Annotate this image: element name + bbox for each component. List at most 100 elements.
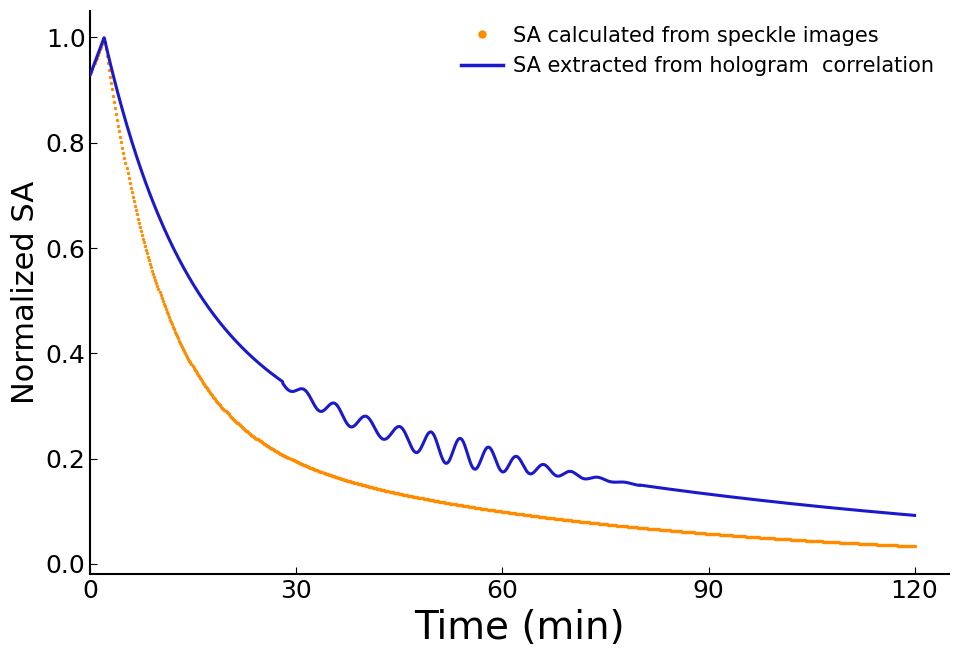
SA calculated from speckle images	[874, 540, 889, 550]
SA calculated from speckle images	[777, 534, 792, 544]
SA calculated from speckle images	[135, 234, 151, 244]
SA calculated from speckle images	[229, 417, 245, 428]
SA calculated from speckle images	[336, 474, 351, 485]
SA calculated from speckle images	[784, 534, 800, 545]
SA calculated from speckle images	[266, 445, 281, 455]
SA calculated from speckle images	[745, 532, 760, 542]
SA calculated from speckle images	[721, 530, 736, 540]
SA calculated from speckle images	[588, 518, 603, 528]
SA calculated from speckle images	[901, 541, 917, 551]
SA calculated from speckle images	[110, 120, 126, 131]
SA calculated from speckle images	[84, 66, 99, 77]
SA calculated from speckle images	[408, 492, 423, 502]
SA calculated from speckle images	[868, 539, 883, 549]
SA calculated from speckle images	[788, 534, 804, 545]
SA calculated from speckle images	[172, 336, 187, 346]
SA calculated from speckle images	[879, 540, 895, 550]
SA extracted from hologram  correlation	[885, 509, 897, 517]
SA calculated from speckle images	[789, 535, 804, 545]
SA calculated from speckle images	[754, 532, 769, 543]
SA calculated from speckle images	[95, 36, 110, 46]
SA calculated from speckle images	[726, 530, 741, 541]
SA calculated from speckle images	[778, 534, 793, 544]
SA calculated from speckle images	[275, 449, 290, 460]
SA calculated from speckle images	[424, 495, 440, 505]
SA calculated from speckle images	[100, 58, 115, 68]
SA calculated from speckle images	[555, 515, 570, 525]
SA calculated from speckle images	[682, 527, 697, 538]
SA calculated from speckle images	[642, 523, 658, 534]
SA calculated from speckle images	[830, 537, 846, 547]
SA calculated from speckle images	[287, 455, 302, 466]
SA calculated from speckle images	[685, 527, 701, 538]
SA calculated from speckle images	[667, 526, 683, 536]
SA calculated from speckle images	[894, 540, 909, 551]
SA calculated from speckle images	[276, 450, 291, 461]
SA calculated from speckle images	[698, 528, 713, 539]
SA calculated from speckle images	[491, 506, 506, 517]
SA calculated from speckle images	[578, 517, 593, 527]
SA calculated from speckle images	[293, 459, 308, 469]
SA calculated from speckle images	[390, 488, 405, 499]
SA calculated from speckle images	[305, 464, 321, 474]
SA calculated from speckle images	[180, 351, 195, 362]
SA calculated from speckle images	[551, 514, 566, 524]
SA calculated from speckle images	[413, 493, 428, 503]
SA calculated from speckle images	[533, 511, 548, 522]
SA calculated from speckle images	[391, 488, 406, 499]
SA calculated from speckle images	[119, 163, 134, 174]
SA calculated from speckle images	[663, 525, 679, 536]
SA calculated from speckle images	[210, 398, 226, 409]
SA calculated from speckle images	[361, 481, 376, 492]
SA calculated from speckle images	[223, 411, 238, 422]
SA calculated from speckle images	[137, 241, 153, 251]
SA calculated from speckle images	[790, 535, 805, 545]
SA calculated from speckle images	[342, 476, 357, 486]
SA calculated from speckle images	[707, 529, 722, 540]
SA calculated from speckle images	[246, 431, 261, 442]
SA calculated from speckle images	[525, 511, 540, 521]
SA calculated from speckle images	[114, 143, 130, 153]
SA calculated from speckle images	[358, 480, 373, 491]
SA calculated from speckle images	[182, 357, 198, 368]
SA calculated from speckle images	[624, 522, 639, 532]
SA calculated from speckle images	[510, 509, 525, 519]
SA calculated from speckle images	[89, 53, 105, 63]
SA calculated from speckle images	[658, 524, 673, 535]
SA calculated from speckle images	[317, 468, 332, 478]
SA calculated from speckle images	[476, 503, 492, 514]
SA calculated from speckle images	[520, 510, 536, 520]
SA calculated from speckle images	[300, 461, 315, 472]
SA calculated from speckle images	[870, 540, 885, 550]
SA calculated from speckle images	[331, 472, 347, 483]
SA extracted from hologram  correlation	[464, 457, 475, 465]
SA calculated from speckle images	[92, 44, 108, 55]
SA calculated from speckle images	[571, 516, 587, 526]
SA calculated from speckle images	[495, 507, 511, 517]
SA extracted from hologram  correlation	[885, 509, 897, 517]
SA calculated from speckle images	[585, 518, 600, 528]
SA calculated from speckle images	[308, 465, 324, 475]
SA calculated from speckle images	[334, 474, 349, 484]
SA calculated from speckle images	[646, 524, 661, 534]
SA calculated from speckle images	[588, 518, 604, 528]
SA calculated from speckle images	[756, 532, 772, 543]
SA calculated from speckle images	[838, 538, 853, 548]
SA calculated from speckle images	[492, 506, 507, 517]
SA calculated from speckle images	[750, 532, 765, 543]
SA calculated from speckle images	[819, 536, 834, 547]
SA calculated from speckle images	[430, 496, 445, 507]
SA calculated from speckle images	[675, 526, 690, 537]
SA calculated from speckle images	[797, 535, 812, 545]
SA calculated from speckle images	[312, 466, 327, 476]
SA calculated from speckle images	[217, 405, 232, 415]
SA calculated from speckle images	[283, 453, 299, 464]
SA calculated from speckle images	[244, 430, 259, 440]
SA calculated from speckle images	[834, 538, 850, 548]
SA calculated from speckle images	[360, 481, 375, 492]
SA calculated from speckle images	[903, 541, 919, 551]
SA calculated from speckle images	[804, 536, 820, 546]
SA calculated from speckle images	[272, 447, 287, 458]
SA calculated from speckle images	[773, 534, 788, 544]
SA calculated from speckle images	[540, 513, 556, 523]
